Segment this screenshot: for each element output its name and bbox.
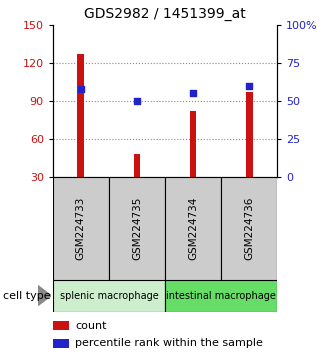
Bar xyxy=(78,54,84,177)
Text: GSM224735: GSM224735 xyxy=(132,196,142,260)
Text: intestinal macrophage: intestinal macrophage xyxy=(166,291,276,301)
Bar xyxy=(134,154,140,177)
Bar xyxy=(53,321,69,330)
Bar xyxy=(190,111,196,177)
Bar xyxy=(165,280,277,312)
Point xyxy=(78,86,83,92)
Text: splenic macrophage: splenic macrophage xyxy=(59,291,158,301)
Text: GSM224734: GSM224734 xyxy=(188,196,198,260)
Text: GSM224733: GSM224733 xyxy=(76,196,86,260)
Point xyxy=(134,98,140,104)
Bar xyxy=(221,177,277,280)
Bar xyxy=(53,280,165,312)
Bar xyxy=(53,339,69,348)
Title: GDS2982 / 1451399_at: GDS2982 / 1451399_at xyxy=(84,7,246,21)
Polygon shape xyxy=(38,286,51,306)
Bar xyxy=(246,92,252,177)
Text: GSM224736: GSM224736 xyxy=(244,196,254,260)
Text: count: count xyxy=(75,321,107,331)
Bar xyxy=(53,177,109,280)
Bar xyxy=(109,177,165,280)
Bar xyxy=(165,177,221,280)
Text: cell type: cell type xyxy=(3,291,51,301)
Text: percentile rank within the sample: percentile rank within the sample xyxy=(75,338,263,348)
Point xyxy=(190,90,196,96)
Point xyxy=(247,83,252,88)
